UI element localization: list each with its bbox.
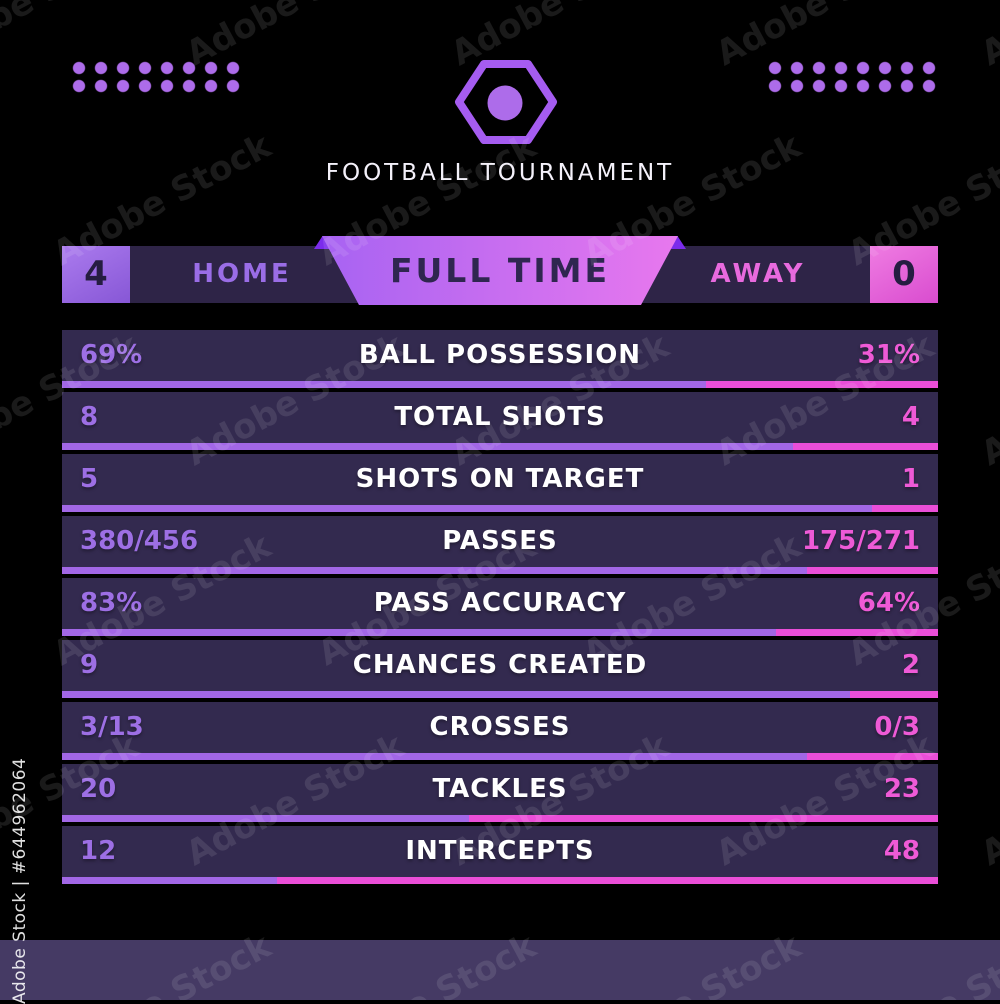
- page-title: FOOTBALL TOURNAMENT: [325, 160, 675, 186]
- away-stat-value: 175/271: [801, 526, 920, 556]
- stat-comparison-bar: [62, 567, 938, 574]
- stat-row: 9 CHANCES CREATED 2: [62, 640, 938, 698]
- stat-label: CHANCES CREATED: [352, 650, 648, 680]
- home-bar-segment: [62, 443, 794, 450]
- stat-comparison-bar: [62, 691, 938, 698]
- stat-row: 83% PASS ACCURACY 64%: [62, 578, 938, 636]
- away-stat-value: 2: [901, 650, 920, 680]
- match-status-banner: FULL TIME: [322, 236, 678, 305]
- home-bar-segment: [62, 629, 776, 636]
- away-score-box: 0: [870, 246, 938, 303]
- away-team-label: AWAY: [710, 259, 806, 289]
- away-bar-segment: [850, 691, 938, 698]
- home-stat-value: 3/13: [80, 712, 144, 742]
- home-team-label: HOME: [192, 259, 292, 289]
- home-bar-segment: [62, 505, 873, 512]
- away-bar-segment: [469, 815, 938, 822]
- home-bar-segment: [62, 815, 470, 822]
- away-bar-segment: [806, 567, 938, 574]
- home-stat-value: 12: [80, 836, 117, 866]
- stat-comparison-bar: [62, 815, 938, 822]
- home-stat-value: 69%: [80, 340, 143, 370]
- away-stat-value: 48: [883, 836, 920, 866]
- watermark-id-text: Adobe Stock | #644962064: [10, 757, 30, 1004]
- stat-label: INTERCEPTS: [405, 836, 595, 866]
- home-score-box: 4: [62, 246, 130, 303]
- away-stat-value: 64%: [857, 588, 920, 618]
- home-bar-segment: [62, 691, 851, 698]
- away-bar-segment: [276, 877, 938, 884]
- watermark-tile-text: Adobe Stock: [974, 0, 1000, 75]
- stat-label: SHOTS ON TARGET: [355, 464, 645, 494]
- home-bar-segment: [62, 567, 807, 574]
- hexagon-ball-icon: [455, 60, 557, 144]
- away-bar-segment: [872, 505, 938, 512]
- home-bar-segment: [62, 877, 277, 884]
- home-stat-value: 83%: [80, 588, 143, 618]
- stat-row: 5 SHOTS ON TARGET 1: [62, 454, 938, 512]
- stat-row: 12 INTERCEPTS 48: [62, 826, 938, 884]
- home-stat-value: 5: [80, 464, 99, 494]
- home-bar-segment: [62, 753, 807, 760]
- away-bar-segment: [705, 381, 938, 388]
- dot-grid-left: [68, 59, 244, 95]
- footer-band: [0, 940, 1000, 1000]
- stat-label: BALL POSSESSION: [358, 340, 642, 370]
- stats-panel: 69% BALL POSSESSION 31% 8 TOTAL SHOTS 4 …: [62, 330, 938, 888]
- away-stat-value: 31%: [857, 340, 920, 370]
- away-bar-segment: [806, 753, 938, 760]
- stat-comparison-bar: [62, 629, 938, 636]
- stat-label: TACKLES: [432, 774, 568, 804]
- away-stat-value: 1: [901, 464, 920, 494]
- watermark-tile-text: Adobe Stock: [974, 326, 1000, 475]
- stat-row: 380/456 PASSES 175/271: [62, 516, 938, 574]
- stat-row: 69% BALL POSSESSION 31%: [62, 330, 938, 388]
- stat-label: PASSES: [442, 526, 558, 556]
- away-bar-segment: [793, 443, 938, 450]
- home-stat-value: 20: [80, 774, 117, 804]
- home-stat-value: 9: [80, 650, 99, 680]
- stat-comparison-bar: [62, 443, 938, 450]
- home-stat-value: 380/456: [80, 526, 199, 556]
- stat-comparison-bar: [62, 381, 938, 388]
- away-bar-segment: [775, 629, 938, 636]
- stat-row: 20 TACKLES 23: [62, 764, 938, 822]
- stat-label: TOTAL SHOTS: [394, 402, 606, 432]
- away-stat-value: 0/3: [874, 712, 920, 742]
- stat-label: CROSSES: [429, 712, 571, 742]
- dot-grid-right: [764, 59, 940, 95]
- away-stat-value: 4: [901, 402, 920, 432]
- away-stat-value: 23: [883, 774, 920, 804]
- stat-comparison-bar: [62, 877, 938, 884]
- stat-comparison-bar: [62, 505, 938, 512]
- stat-row: 8 TOTAL SHOTS 4: [62, 392, 938, 450]
- stat-row: 3/13 CROSSES 0/3: [62, 702, 938, 760]
- home-bar-segment: [62, 381, 706, 388]
- watermark-tile-text: Adobe Stock: [974, 726, 1000, 875]
- home-stat-value: 8: [80, 402, 99, 432]
- stat-comparison-bar: [62, 753, 938, 760]
- stat-label: PASS ACCURACY: [373, 588, 627, 618]
